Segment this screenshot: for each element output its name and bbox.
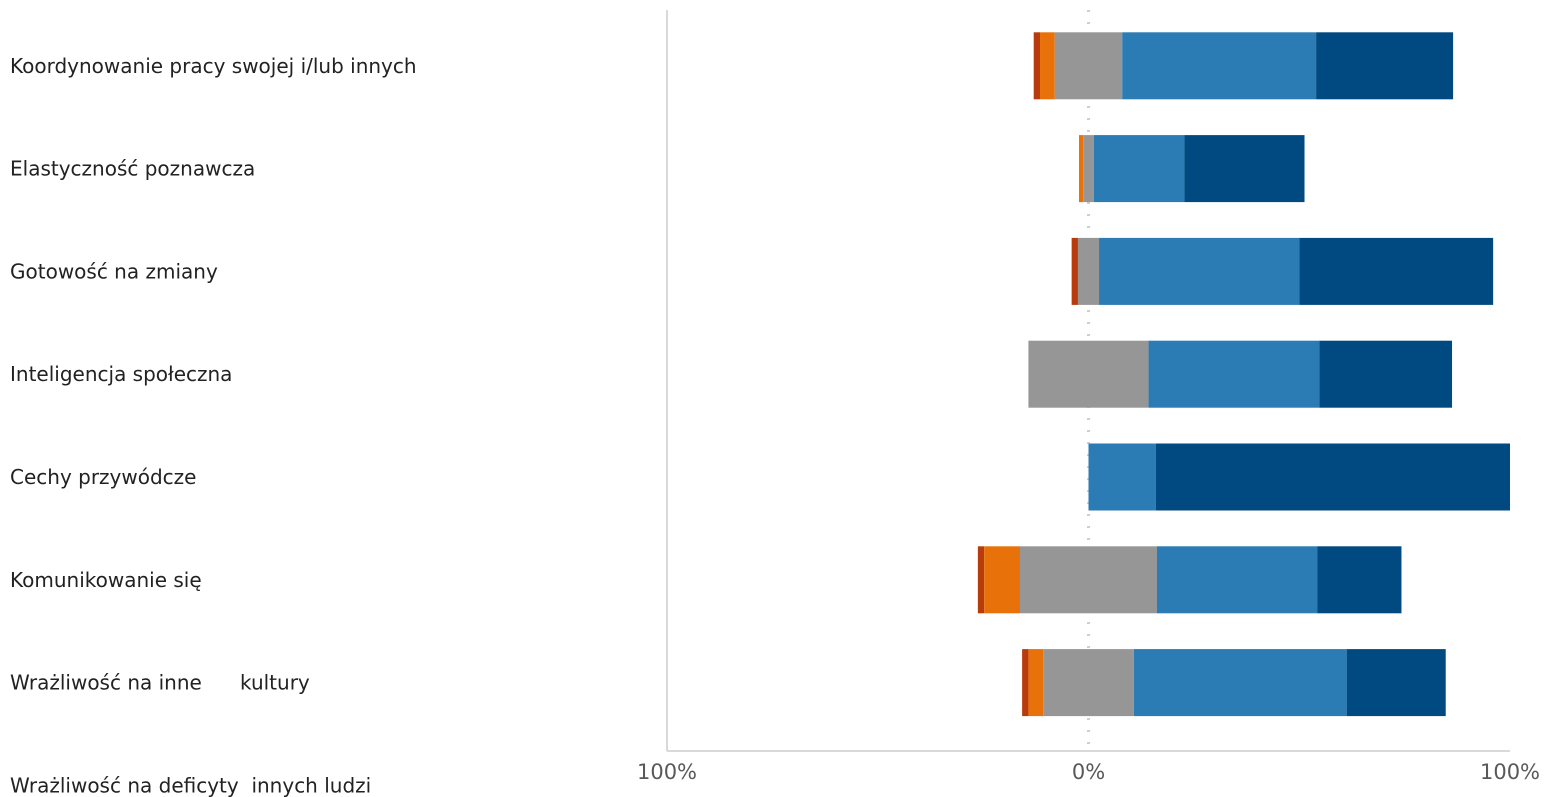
x-axis-ticks: 100% 0% 100% xyxy=(637,760,1540,784)
bar-segment xyxy=(1028,340,1149,408)
bar-segment xyxy=(1028,649,1044,717)
bar-segment xyxy=(1148,340,1320,408)
category-label: Wrażliwość na inne kultury xyxy=(10,671,310,695)
x-tick-label: 0% xyxy=(1072,760,1105,784)
bar-segment xyxy=(1319,340,1453,408)
bar-segment xyxy=(1122,32,1317,100)
bar-segment xyxy=(984,546,1021,614)
bar-segment xyxy=(1133,649,1347,717)
bar-segment xyxy=(1099,237,1300,305)
bar-segment xyxy=(1299,237,1494,305)
bar-segment xyxy=(1077,237,1100,305)
bar-segment xyxy=(1079,135,1084,203)
category-label: Cechy przywódcze xyxy=(10,465,196,489)
bar-segment xyxy=(1043,649,1134,717)
category-labels: Koordynowanie pracy swojej i/lub innych E… xyxy=(10,54,417,797)
bars xyxy=(977,32,1510,717)
bar-segment xyxy=(1088,443,1156,511)
x-tick-label: 100% xyxy=(637,760,697,784)
bar-segment xyxy=(1040,32,1055,100)
category-label: Koordynowanie pracy swojej i/lub innych xyxy=(10,54,417,78)
bar-segment xyxy=(1156,546,1318,614)
bar-segment xyxy=(1316,32,1454,100)
category-label: Inteligencja społeczna xyxy=(10,362,232,386)
category-label: Elastyczność poznawcza xyxy=(10,157,255,181)
bar-segment xyxy=(977,546,985,614)
category-label: Gotowość na zmiany xyxy=(10,259,218,283)
bar-segment xyxy=(1022,649,1029,717)
axes xyxy=(666,10,1510,752)
bar-segment xyxy=(1020,546,1157,614)
x-tick-label: 100% xyxy=(1480,760,1540,784)
bar-segment xyxy=(1083,135,1094,203)
bar-segment xyxy=(1033,32,1041,100)
bar-segment xyxy=(1346,649,1446,717)
category-label: Komunikowanie się xyxy=(10,568,202,592)
bar-segment xyxy=(1155,443,1510,511)
category-label: Wrażliwość na deficyty innych ludzi xyxy=(10,773,371,797)
bar-segment xyxy=(1054,32,1123,100)
bar-segment xyxy=(1317,546,1402,614)
bar-segment xyxy=(1093,135,1185,203)
bar-segment xyxy=(1071,237,1078,305)
bar-segment xyxy=(1184,135,1305,203)
